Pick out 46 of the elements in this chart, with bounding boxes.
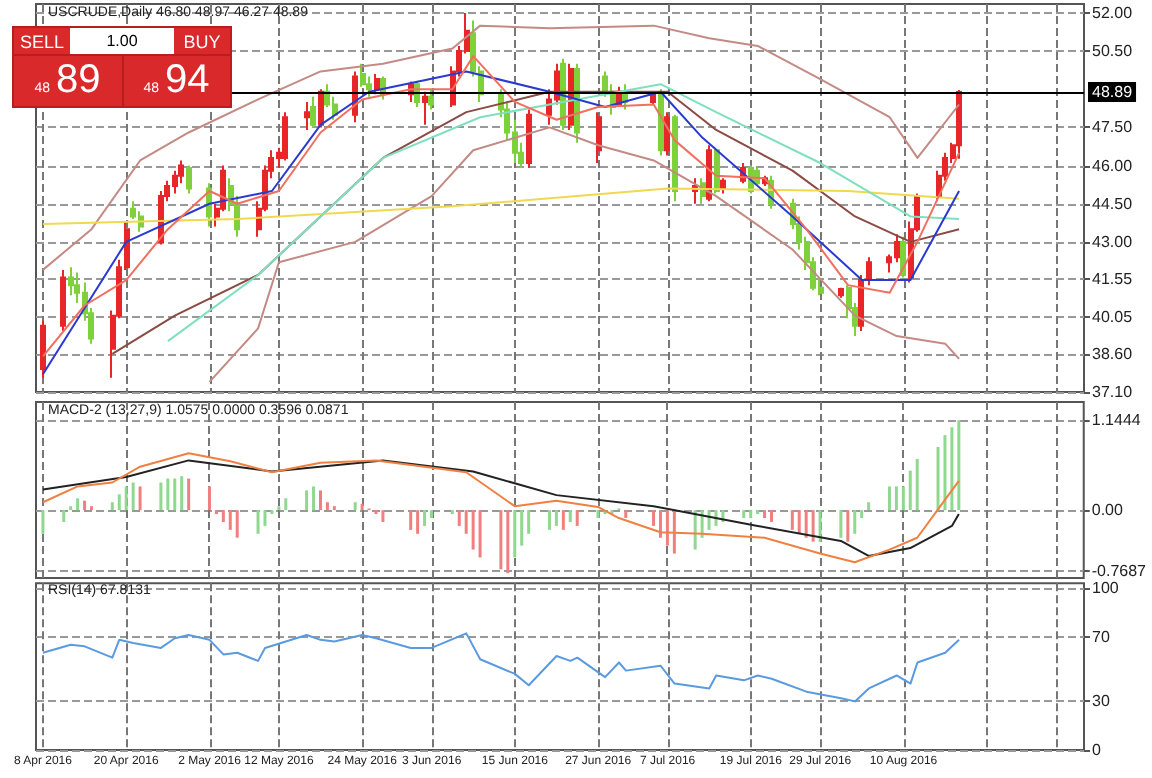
y-tick-label: 0 [1092,741,1102,759]
candlestick [658,88,664,157]
y-tick-label: 50.50 [1092,42,1134,61]
y-tick-label: -0.7687 [1091,561,1148,580]
candlestick [304,100,310,131]
candlestick [526,108,532,170]
candlestick [596,111,602,165]
y-tick-label: 46.00 [1092,156,1134,175]
annotation: BUY [174,28,230,54]
candlestick [422,90,428,126]
candlestick [720,177,726,195]
candlestick [866,256,872,287]
line-series [41,632,961,703]
annotation: 89 [56,58,101,104]
candlestick [282,111,288,162]
candlestick [956,89,962,160]
candlestick [40,319,46,379]
y-tick-label: 70 [1092,627,1111,646]
candlestick [318,88,324,129]
line-series [41,187,961,226]
candlestick [186,164,192,195]
y-tick-label: 44.50 [1092,194,1134,213]
line-series [208,126,961,383]
y-tick-label: 37.10 [1092,383,1134,401]
candlestick [428,88,434,111]
y-tick-label: 47.50 [1092,118,1134,137]
y-tick-label: 38.60 [1092,344,1134,363]
candlestick [838,286,844,299]
candlestick [68,266,74,297]
annotation: 1.00 [70,28,174,54]
y-tick-label: 41.55 [1092,269,1134,288]
y-tick-label: 52.00 [1092,3,1134,22]
y-tick-label: 43.00 [1092,232,1134,251]
ref-line-label: 48.89 [1092,83,1134,102]
annotation: 94 [165,58,210,104]
y-tick-label: 40.05 [1092,307,1134,326]
candlestick [894,233,900,264]
annotation: SELL [14,28,70,54]
candlestick [672,113,678,203]
y-tick-label: 30 [1092,692,1111,711]
y-tick-label: 1.1444 [1091,410,1142,429]
y-tick-label: 100 [1092,579,1120,597]
candlestick [60,268,66,332]
y-tick-label: 0.00 [1091,501,1124,520]
candlestick [310,95,316,129]
candlestick [374,72,380,96]
